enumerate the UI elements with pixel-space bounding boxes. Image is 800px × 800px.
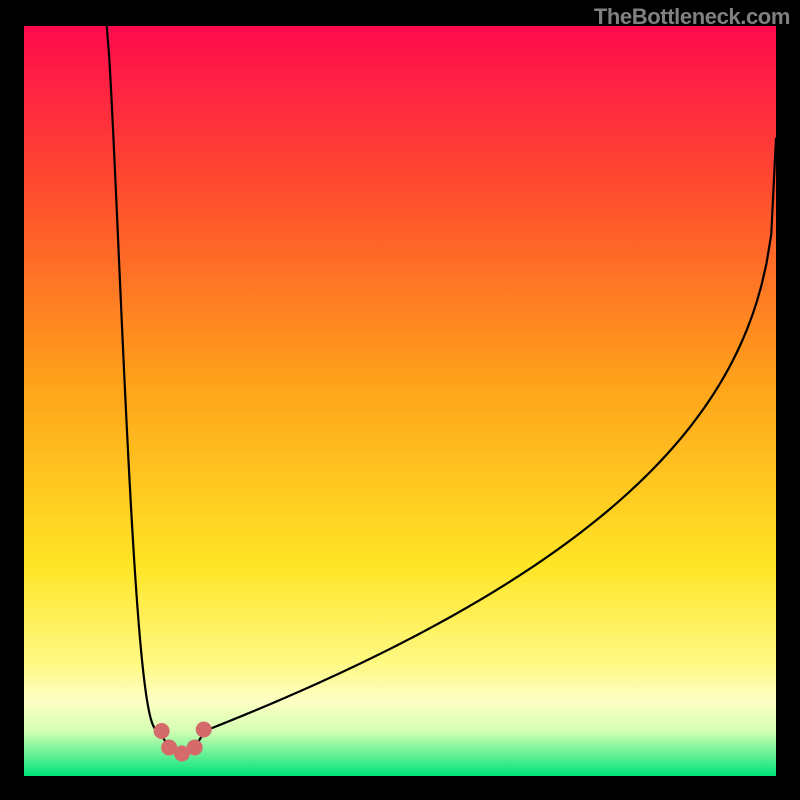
- bottleneck-curve-plot: [0, 0, 800, 800]
- cusp-marker: [196, 722, 212, 738]
- plot-background: [24, 26, 776, 776]
- chart-frame: TheBottleneck.com: [0, 0, 800, 800]
- cusp-marker: [187, 740, 203, 756]
- watermark-text: TheBottleneck.com: [594, 4, 790, 30]
- cusp-marker: [154, 723, 170, 739]
